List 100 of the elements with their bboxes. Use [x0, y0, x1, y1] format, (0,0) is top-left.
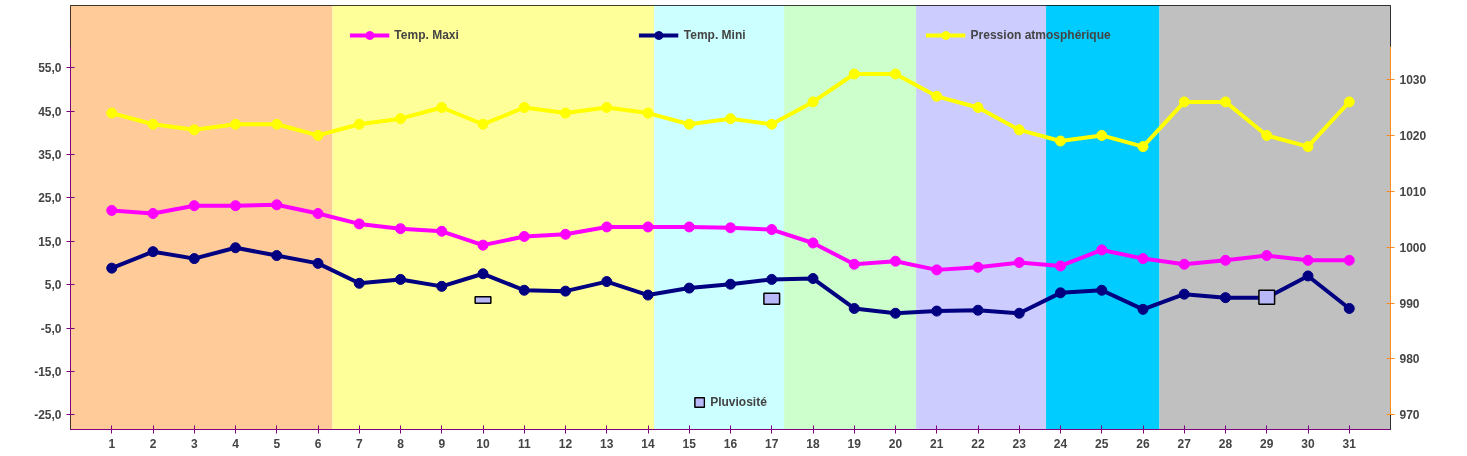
- point: [1220, 96, 1231, 108]
- point: [1178, 96, 1190, 108]
- point: [1096, 284, 1108, 296]
- x-tick-label: 6: [314, 436, 322, 451]
- x-tick-label: 10: [476, 436, 490, 451]
- point: [188, 124, 200, 136]
- point: [188, 200, 200, 212]
- x-tick-label: 29: [1260, 436, 1274, 451]
- point: [436, 280, 448, 292]
- point: [1302, 254, 1314, 266]
- point: [1343, 254, 1355, 266]
- point: [106, 107, 118, 119]
- legend-label: Temp. Mini: [683, 28, 746, 42]
- point: [931, 90, 943, 102]
- point: [230, 118, 241, 130]
- point: [1220, 292, 1231, 304]
- point: [477, 118, 489, 130]
- point: [1220, 254, 1231, 266]
- point: [1137, 253, 1149, 265]
- point: [972, 261, 984, 273]
- y-tick-label: 25,0: [38, 191, 62, 206]
- point: [312, 208, 324, 219]
- point: [1343, 96, 1355, 108]
- point: [1013, 257, 1025, 268]
- x-tick-label: 2: [149, 436, 157, 451]
- point: [766, 224, 778, 236]
- x-tick-label: 20: [888, 436, 903, 451]
- x-tick-label: 4: [232, 436, 240, 451]
- x-tick-label: 28: [1218, 436, 1233, 451]
- point: [725, 113, 736, 125]
- point: [642, 107, 654, 119]
- x-tick-label: 24: [1053, 436, 1068, 451]
- point: [518, 284, 530, 296]
- x-tick-label: 22: [971, 436, 985, 451]
- point: [106, 204, 118, 216]
- point: [230, 200, 241, 212]
- x-tick-label: 25: [1095, 436, 1109, 451]
- point: [890, 255, 901, 267]
- x-tick-label: 12: [558, 436, 573, 451]
- point: [1055, 260, 1066, 272]
- point: [848, 258, 860, 270]
- x-tick-label: 31: [1342, 436, 1357, 451]
- x-tick-label: 16: [723, 436, 738, 451]
- point: [725, 222, 736, 234]
- x-tick-label: 3: [190, 436, 198, 451]
- point: [848, 302, 860, 314]
- y2-tick-label: 970: [1399, 408, 1420, 423]
- point: [972, 304, 984, 316]
- point: [1096, 129, 1108, 141]
- point: [395, 223, 406, 235]
- point: [477, 239, 489, 251]
- point: [1178, 258, 1190, 270]
- x-tick-label: 27: [1177, 436, 1192, 451]
- point: [807, 273, 819, 285]
- y2-tick-label: 990: [1399, 296, 1420, 311]
- y2-tick-label: 980: [1399, 352, 1420, 367]
- point: [271, 250, 283, 262]
- point: [230, 242, 241, 254]
- point: [147, 246, 159, 258]
- point: [931, 264, 943, 276]
- point: [601, 221, 613, 233]
- point: [312, 257, 324, 269]
- point: [1055, 135, 1066, 147]
- point: [1137, 303, 1149, 315]
- point: [848, 68, 860, 80]
- x-tick-label: 17: [765, 436, 779, 451]
- x-tick-label: 13: [600, 436, 614, 451]
- point: [271, 118, 283, 130]
- point: [683, 282, 695, 294]
- point: [560, 107, 571, 119]
- x-tick-label: 5: [273, 436, 281, 451]
- point: [353, 277, 365, 289]
- point: [725, 278, 736, 290]
- y-tick-label: 15,0: [38, 234, 62, 249]
- point: [1261, 250, 1273, 262]
- point: [312, 129, 324, 141]
- point: [890, 68, 901, 80]
- x-tick-label: 26: [1136, 436, 1150, 451]
- y-tick-label: 55,0: [38, 61, 62, 76]
- point: [395, 273, 406, 285]
- point: [1096, 244, 1108, 256]
- y-tick-label: -5,0: [40, 321, 62, 336]
- point: [1137, 141, 1149, 153]
- y2-tick-label: 1010: [1399, 184, 1427, 199]
- point: [518, 102, 530, 113]
- y-tick-label: 45,0: [38, 104, 62, 119]
- point: [353, 218, 365, 230]
- point: [1055, 287, 1066, 299]
- point: [106, 262, 118, 274]
- point: [188, 253, 200, 265]
- y2-tick-label: 1020: [1399, 128, 1427, 143]
- point: [1302, 270, 1314, 282]
- y-tick-label: -25,0: [34, 408, 62, 423]
- y2-tick-label: 1000: [1399, 240, 1427, 255]
- point: [271, 199, 283, 211]
- point: [395, 113, 406, 125]
- point: [601, 102, 613, 113]
- point: [560, 228, 571, 240]
- point: [931, 305, 943, 317]
- x-tick-label: 30: [1301, 436, 1315, 451]
